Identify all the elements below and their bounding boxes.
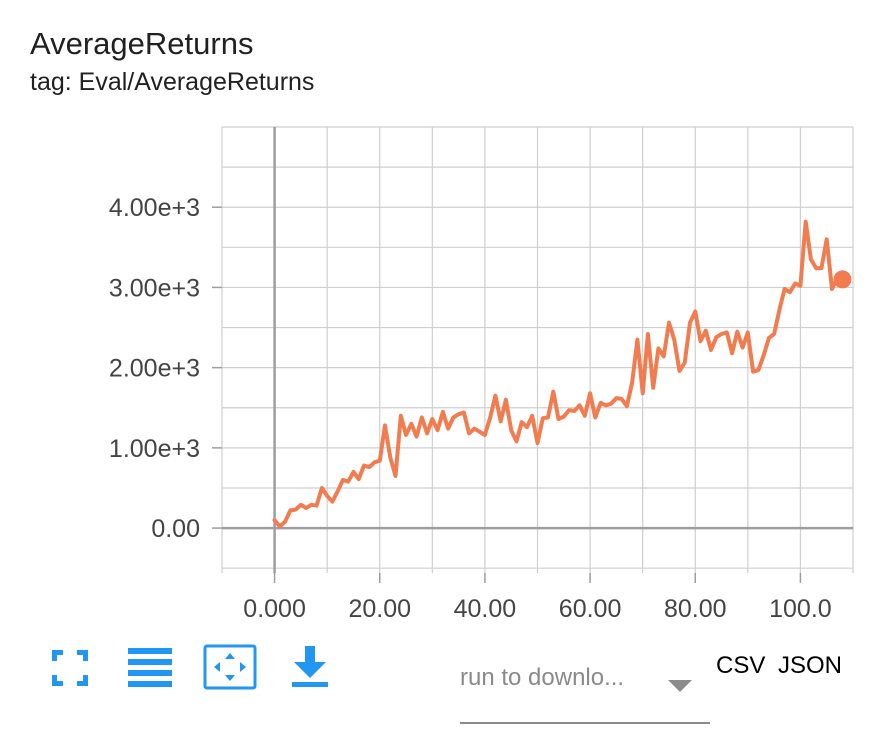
y-tick-label: 4.00e+3 xyxy=(109,194,200,222)
chart-tag: tag: Eval/AverageReturns xyxy=(30,68,315,96)
y-tick-label: 3.00e+3 xyxy=(109,274,200,302)
run-select-placeholder: run to downlo... xyxy=(460,664,625,691)
y-tick-label: 0.00 xyxy=(151,515,200,543)
y-tick-label: 1.00e+3 xyxy=(109,435,200,463)
series xyxy=(272,219,852,529)
csv-link[interactable]: CSV xyxy=(716,652,766,679)
grid xyxy=(221,126,854,573)
tick-labels: 0.00 1.00e+3 2.00e+3 3.00e+3 4.00e+3 0.000 20.… xyxy=(109,194,832,623)
last-point-marker xyxy=(833,270,852,289)
x-tick-label: 80.00 xyxy=(664,595,727,623)
x-tick-label: 40.00 xyxy=(454,595,517,623)
y-tick-label: 2.00e+3 xyxy=(109,355,200,383)
run-select-dropdown[interactable]: run to downlo... xyxy=(460,656,710,724)
download-icon[interactable] xyxy=(284,642,336,694)
fullscreen-icon[interactable] xyxy=(44,642,96,694)
x-tick-label: 20.00 xyxy=(348,595,411,623)
x-tick-label: 60.00 xyxy=(559,595,622,623)
chevron-down-icon xyxy=(668,680,692,692)
fit-domain-icon[interactable] xyxy=(202,642,257,694)
x-tick-label: 100.0 xyxy=(769,595,832,623)
series-line xyxy=(272,219,845,529)
chart-title: AverageReturns xyxy=(30,26,254,61)
list-icon[interactable] xyxy=(124,642,176,694)
json-link[interactable]: JSON xyxy=(778,652,843,679)
axes xyxy=(222,127,853,573)
line-chart: 0.00 1.00e+3 2.00e+3 3.00e+3 4.00e+3 0.000 20.… xyxy=(109,126,854,623)
x-tick-label: 0.000 xyxy=(243,595,306,623)
